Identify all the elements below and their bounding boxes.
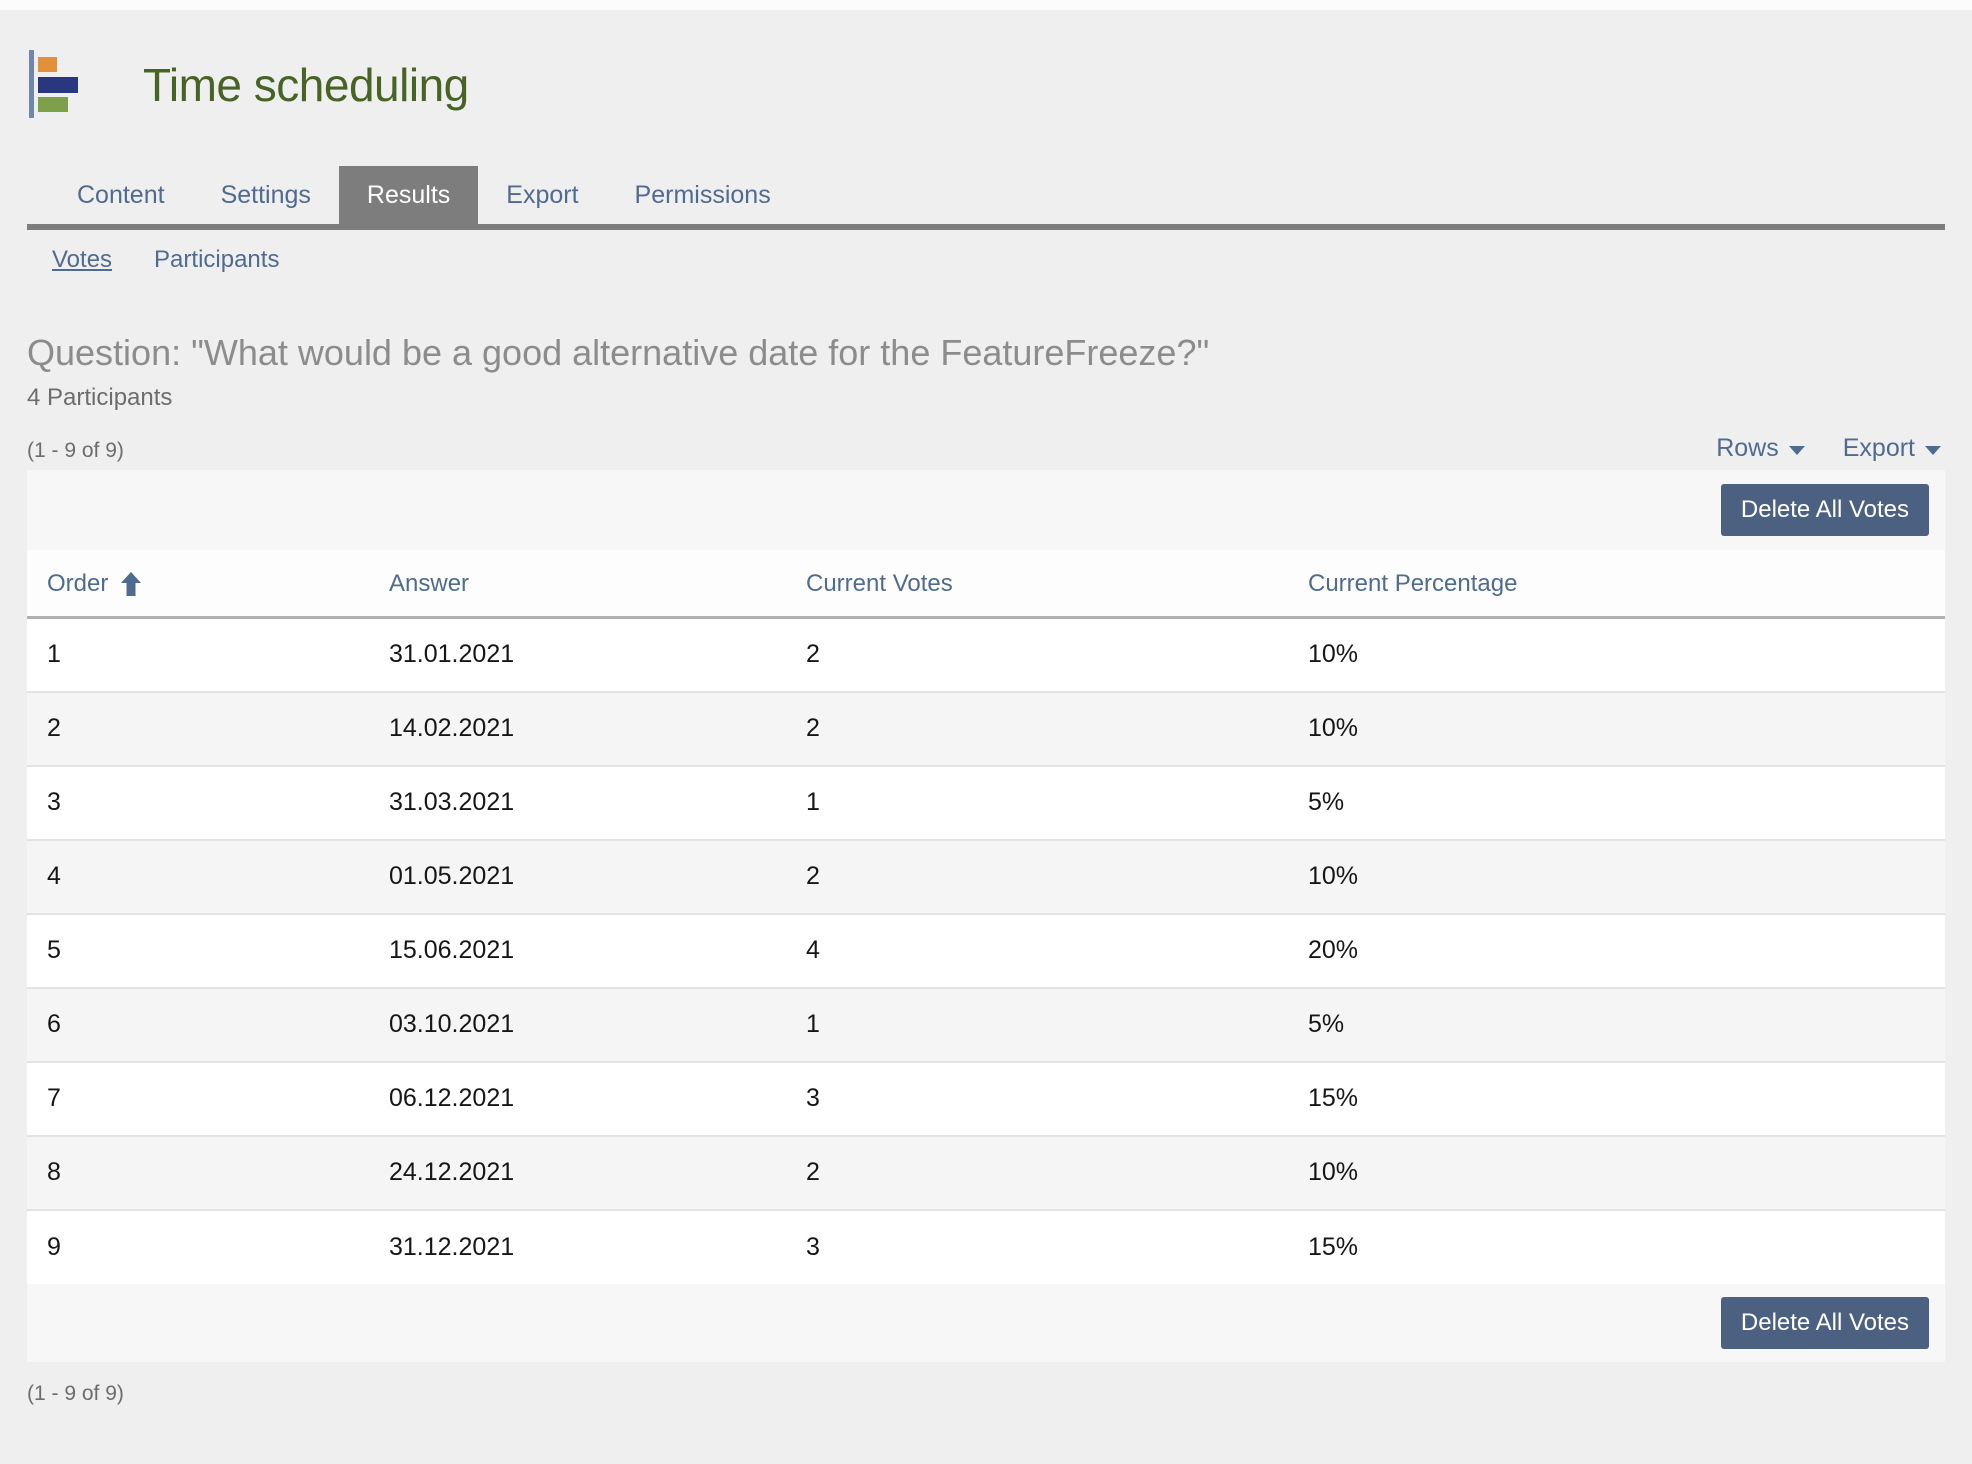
cell-current-votes: 2 xyxy=(786,690,1288,766)
cell-order: 2 xyxy=(27,690,369,766)
chevron-down-icon xyxy=(1788,446,1805,455)
cell-answer: 01.05.2021 xyxy=(369,838,786,914)
cell-current-percentage: 5% xyxy=(1288,986,1945,1062)
cell-current-votes: 3 xyxy=(786,1208,1288,1284)
table-header-row: Order Answer Current Votes Current Per xyxy=(27,550,1945,619)
export-dropdown[interactable]: Export xyxy=(1843,434,1941,463)
cell-current-percentage: 5% xyxy=(1288,764,1945,840)
participants-count: 4 Participants xyxy=(27,384,173,411)
pagination-range-top: (1 - 9 of 9) xyxy=(27,439,124,462)
page-title: Time scheduling xyxy=(143,59,469,111)
tab-permissions[interactable]: Permissions xyxy=(634,181,771,209)
table-row: 8 24.12.2021 2 10% xyxy=(27,1134,1945,1210)
export-dropdown-label: Export xyxy=(1842,434,1915,462)
cell-answer: 31.12.2021 xyxy=(369,1208,786,1284)
window-top-strip xyxy=(0,0,1972,10)
cell-current-votes: 3 xyxy=(786,1060,1288,1136)
cell-current-percentage: 20% xyxy=(1288,912,1945,988)
page: Time scheduling Content Settings Results… xyxy=(0,50,1972,1406)
cell-order: 6 xyxy=(27,986,369,1062)
rows-dropdown[interactable]: Rows xyxy=(1716,434,1805,463)
column-header-answer[interactable]: Answer xyxy=(369,550,786,619)
table-row: 4 01.05.2021 2 10% xyxy=(27,838,1945,914)
cell-current-votes: 1 xyxy=(786,764,1288,840)
cell-answer: 31.03.2021 xyxy=(369,764,786,840)
cell-current-votes: 4 xyxy=(786,912,1288,988)
cell-answer: 15.06.2021 xyxy=(369,912,786,988)
subtab-participants[interactable]: Participants xyxy=(154,246,280,273)
table-toolbar-bottom: Delete All Votes xyxy=(27,1283,1945,1362)
tab-bar: Content Settings Results Export Permissi… xyxy=(27,166,1945,230)
cell-current-percentage: 15% xyxy=(1288,1208,1945,1284)
cell-current-votes: 2 xyxy=(786,838,1288,914)
tab-export[interactable]: Export xyxy=(506,181,579,209)
table-row: 6 03.10.2021 1 5% xyxy=(27,986,1945,1062)
question-heading: Question: "What would be a good alternat… xyxy=(27,332,1210,373)
cell-order: 7 xyxy=(27,1060,369,1136)
cell-current-percentage: 10% xyxy=(1288,690,1945,766)
cell-current-percentage: 10% xyxy=(1288,838,1945,914)
cell-answer: 14.02.2021 xyxy=(369,690,786,766)
table-row: 7 06.12.2021 3 15% xyxy=(27,1060,1945,1136)
pagination-range-bottom: (1 - 9 of 9) xyxy=(27,1381,124,1405)
table-row: 5 15.06.2021 4 20% xyxy=(27,912,1945,988)
rows-dropdown-label: Rows xyxy=(1716,434,1779,462)
subtab-bar: Votes Participants xyxy=(27,246,1945,274)
cell-order: 8 xyxy=(27,1134,369,1210)
object-header: Time scheduling xyxy=(29,50,1945,120)
tab-results[interactable]: Results xyxy=(338,166,479,224)
sort-ascending-icon xyxy=(121,572,142,596)
delete-all-votes-button-bottom[interactable]: Delete All Votes xyxy=(1720,1296,1929,1349)
table-controls: (1 - 9 of 9) Rows Export xyxy=(27,434,1945,463)
cell-order: 3 xyxy=(27,764,369,840)
cell-answer: 24.12.2021 xyxy=(369,1134,786,1210)
table-row: 3 31.03.2021 1 5% xyxy=(27,764,1945,840)
tab-content[interactable]: Content xyxy=(77,181,165,209)
column-header-current-votes-label: Current Votes xyxy=(806,570,953,597)
table-row: 2 14.02.2021 2 10% xyxy=(27,690,1945,766)
cell-order: 5 xyxy=(27,912,369,988)
subtab-votes[interactable]: Votes xyxy=(52,246,113,273)
cell-current-percentage: 10% xyxy=(1288,1134,1945,1210)
column-header-current-votes[interactable]: Current Votes xyxy=(786,550,1288,619)
cell-answer: 03.10.2021 xyxy=(369,986,786,1062)
cell-order: 9 xyxy=(27,1208,369,1284)
table-control-links: Rows Export xyxy=(1716,434,1945,463)
cell-order: 1 xyxy=(47,640,61,669)
column-header-order-label: Order xyxy=(47,570,109,597)
column-header-current-percentage-label: Current Percentage xyxy=(1308,570,1518,597)
cell-current-votes: 2 xyxy=(786,1134,1288,1210)
chevron-down-icon xyxy=(1925,446,1941,455)
column-header-answer-label: Answer xyxy=(389,570,470,597)
cell-current-percentage: 10% xyxy=(1308,640,1359,669)
delete-all-votes-button-top[interactable]: Delete All Votes xyxy=(1720,484,1929,536)
cell-answer: 31.01.2021 xyxy=(389,640,515,669)
bar-chart-poll-icon xyxy=(29,50,78,118)
column-header-current-percentage[interactable]: Current Percentage xyxy=(1288,550,1945,619)
question-block: Question: "What would be a good alternat… xyxy=(27,332,1945,412)
table-toolbar-top: Delete All Votes xyxy=(27,470,1945,550)
table-row: 1 31.01.2021 2 10% xyxy=(27,618,1945,692)
cell-order: 4 xyxy=(27,838,369,914)
cell-current-votes: 1 xyxy=(786,986,1288,1062)
cell-current-percentage: 15% xyxy=(1288,1060,1945,1136)
table-row: 9 31.12.2021 3 15% xyxy=(27,1208,1945,1284)
votes-table-container: Delete All Votes Order Answer xyxy=(27,470,1945,1362)
tab-settings[interactable]: Settings xyxy=(220,181,311,209)
column-header-order[interactable]: Order xyxy=(27,550,369,619)
cell-current-votes: 2 xyxy=(806,640,820,669)
cell-answer: 06.12.2021 xyxy=(369,1060,786,1136)
votes-table: Order Answer Current Votes Current Per xyxy=(27,550,1945,1284)
